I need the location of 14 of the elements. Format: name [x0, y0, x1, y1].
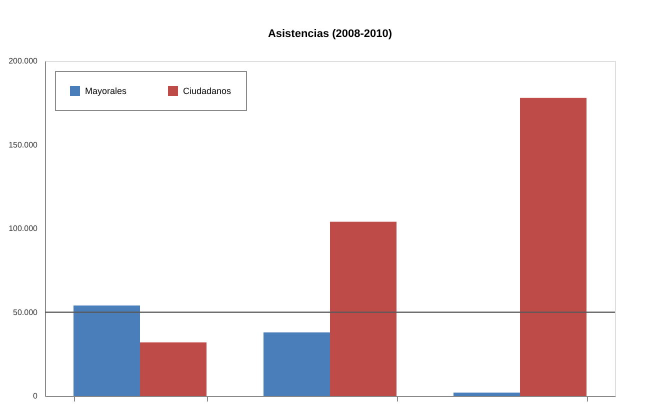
bar [454, 392, 520, 396]
legend-label: Ciudadanos [183, 86, 232, 96]
bar [264, 332, 330, 396]
bar [140, 342, 206, 396]
bar [520, 98, 586, 396]
y-tick-label: 100.000 [8, 224, 38, 233]
y-tick-label: 0 [33, 392, 38, 400]
legend-label: Mayorales [85, 86, 128, 96]
bar [74, 306, 140, 396]
y-tick-label: 200.000 [8, 56, 38, 66]
y-tick-label: 50.000 [13, 308, 38, 317]
bar [330, 222, 396, 396]
y-tick-label: 150.000 [8, 140, 38, 150]
chart-title: Asistencias (2008-2010) [268, 28, 392, 40]
